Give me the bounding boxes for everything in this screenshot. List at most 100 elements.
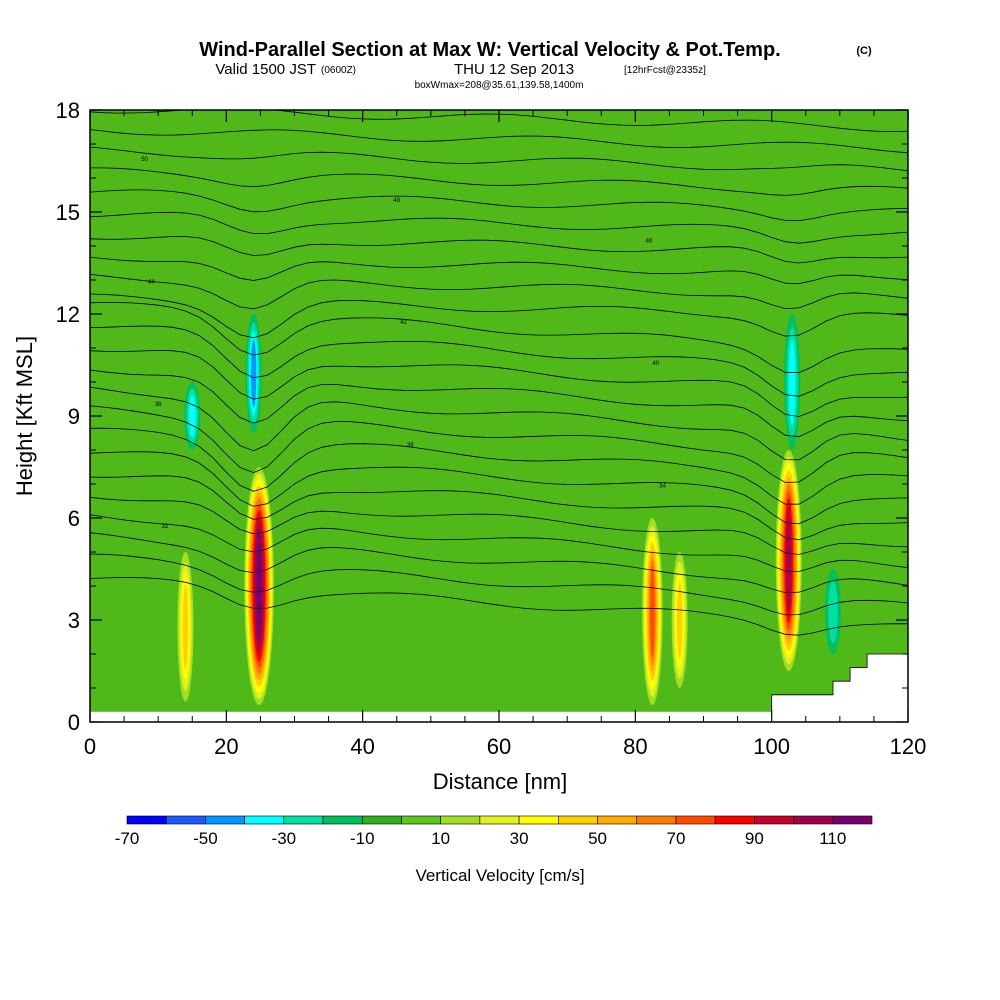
theta-contour-line [90, 514, 908, 572]
theta-contour-label: 32 [162, 524, 169, 530]
theta-contour-line [90, 146, 908, 172]
theta-contour-line [90, 369, 908, 438]
updraft-core [182, 584, 189, 670]
y-tick-label: 12 [56, 302, 80, 327]
colorbar-swatch [558, 815, 598, 825]
x-tick-label: 80 [623, 734, 647, 759]
colorbar-tick-label: 10 [431, 829, 450, 848]
colorbar-tick-label: -10 [350, 829, 375, 848]
chart-title: Wind-Parallel Section at Max W: Vertical… [199, 39, 780, 61]
theta-contour-label: 38 [155, 402, 162, 408]
y-tick-label: 3 [68, 608, 80, 633]
colorbar-tick-label: -30 [272, 829, 297, 848]
theta-contour-label: 42 [400, 320, 407, 326]
theta-contour-line [90, 553, 908, 616]
theta-contour-line [90, 532, 908, 594]
theta-contour-line [90, 167, 908, 196]
velocity-field [177, 314, 842, 705]
theta-contour-line [90, 325, 908, 397]
updraft-core [676, 581, 683, 659]
plot-background [90, 110, 908, 722]
colorbar-swatch [322, 815, 363, 825]
y-tick-label: 18 [56, 98, 80, 123]
colorbar-tick-label: -70 [115, 829, 140, 848]
downdraft-zone [788, 339, 796, 425]
theta-contour-line [90, 496, 908, 555]
updraft-core [786, 511, 791, 610]
theta-contour-line [90, 577, 908, 636]
updraft-core [650, 566, 655, 657]
theta-contour-line [90, 256, 908, 285]
box-info: boxWmax=208@35.61,139.58,1400m [415, 80, 584, 91]
theta-contour-labels: 50 48 46 44 42 40 38 36 34 32 [141, 157, 666, 530]
theta-contour-line [90, 405, 908, 483]
theta-contour-line [90, 236, 908, 264]
theta-contour-label: 36 [407, 443, 414, 449]
colorbar-swatch [165, 815, 206, 825]
colorbar-label: Vertical Velocity [cm/s] [415, 866, 584, 885]
theta-contour-line [90, 211, 908, 244]
colorbar-tick-label: 50 [588, 829, 607, 848]
theta-contour-label: 48 [393, 198, 400, 204]
theta-contour-label: 46 [646, 239, 653, 245]
downdraft-zone [250, 339, 257, 408]
theta-contour-label: 34 [659, 483, 666, 489]
theta-contour-line [90, 451, 908, 525]
theta-contour-line [90, 350, 908, 418]
colorbar-tick-label: 30 [510, 829, 529, 848]
colorbar-swatch [793, 815, 834, 825]
valid-prefix: Valid 1500 JST [215, 61, 316, 78]
colorbar-swatch [675, 815, 716, 825]
colorbar-swatch [832, 815, 873, 825]
x-tick-label: 0 [84, 734, 96, 759]
x-tick-label: 40 [350, 734, 374, 759]
theta-contour-line [90, 386, 908, 461]
colorbar-swatch [714, 815, 755, 825]
colorbar-tick-label: 70 [666, 829, 685, 848]
theta-contour-line [90, 475, 908, 541]
colorbar-swatch [636, 815, 677, 825]
x-tick-label: 60 [487, 734, 511, 759]
x-axis-label: Distance [nm] [433, 769, 568, 794]
downdraft-zone [188, 394, 196, 438]
x-tick-label: 120 [890, 734, 927, 759]
colorbar-swatch [205, 815, 245, 825]
theta-contour-line [90, 189, 908, 222]
colorbar-swatch [361, 815, 402, 825]
colorbar-swatch [518, 815, 559, 825]
y-axis-label: Height [Kft MSL] [12, 336, 37, 496]
valid-utc: (0600Z) [321, 65, 356, 76]
theta-contour-line [90, 427, 908, 505]
y-tick-label: 9 [68, 404, 80, 429]
colorbar-tick-label: 90 [745, 829, 764, 848]
theta-contour-label: 40 [652, 361, 659, 367]
forecast-label: [12hrFcst@2335z] [624, 65, 706, 76]
plot-area: 50 48 46 44 42 40 38 36 34 32 [90, 110, 908, 722]
y-tick-label: 6 [68, 506, 80, 531]
y-tick-label: 0 [68, 710, 80, 735]
colorbar-swatch [479, 815, 520, 825]
theta-contour-line [90, 129, 908, 154]
valid-date: THU 12 Sep 2013 [454, 61, 574, 78]
colorbar-swatch [126, 815, 167, 825]
y-tick-label: 15 [56, 200, 80, 225]
colorbar-swatch [283, 815, 324, 825]
colorbar-tick-label: 110 [819, 829, 846, 848]
colorbar-swatch [597, 815, 638, 825]
theta-contour-line [90, 302, 908, 374]
copyright-mark: (C) [856, 45, 872, 57]
colorbar-swatch [754, 815, 794, 825]
colorbar-swatch [401, 815, 441, 825]
colorbar-swatch [244, 815, 285, 825]
theta-contour-line [90, 274, 908, 310]
updraft-core [257, 535, 262, 637]
x-tick-label: 100 [753, 734, 790, 759]
x-tick-label: 20 [214, 734, 238, 759]
theta-contour-label: 44 [148, 279, 155, 285]
theta-contour-line [90, 293, 908, 339]
theta-contour-label: 50 [141, 157, 148, 163]
colorbar-swatch [440, 815, 481, 825]
colorbar-tick-label: -50 [193, 829, 218, 848]
